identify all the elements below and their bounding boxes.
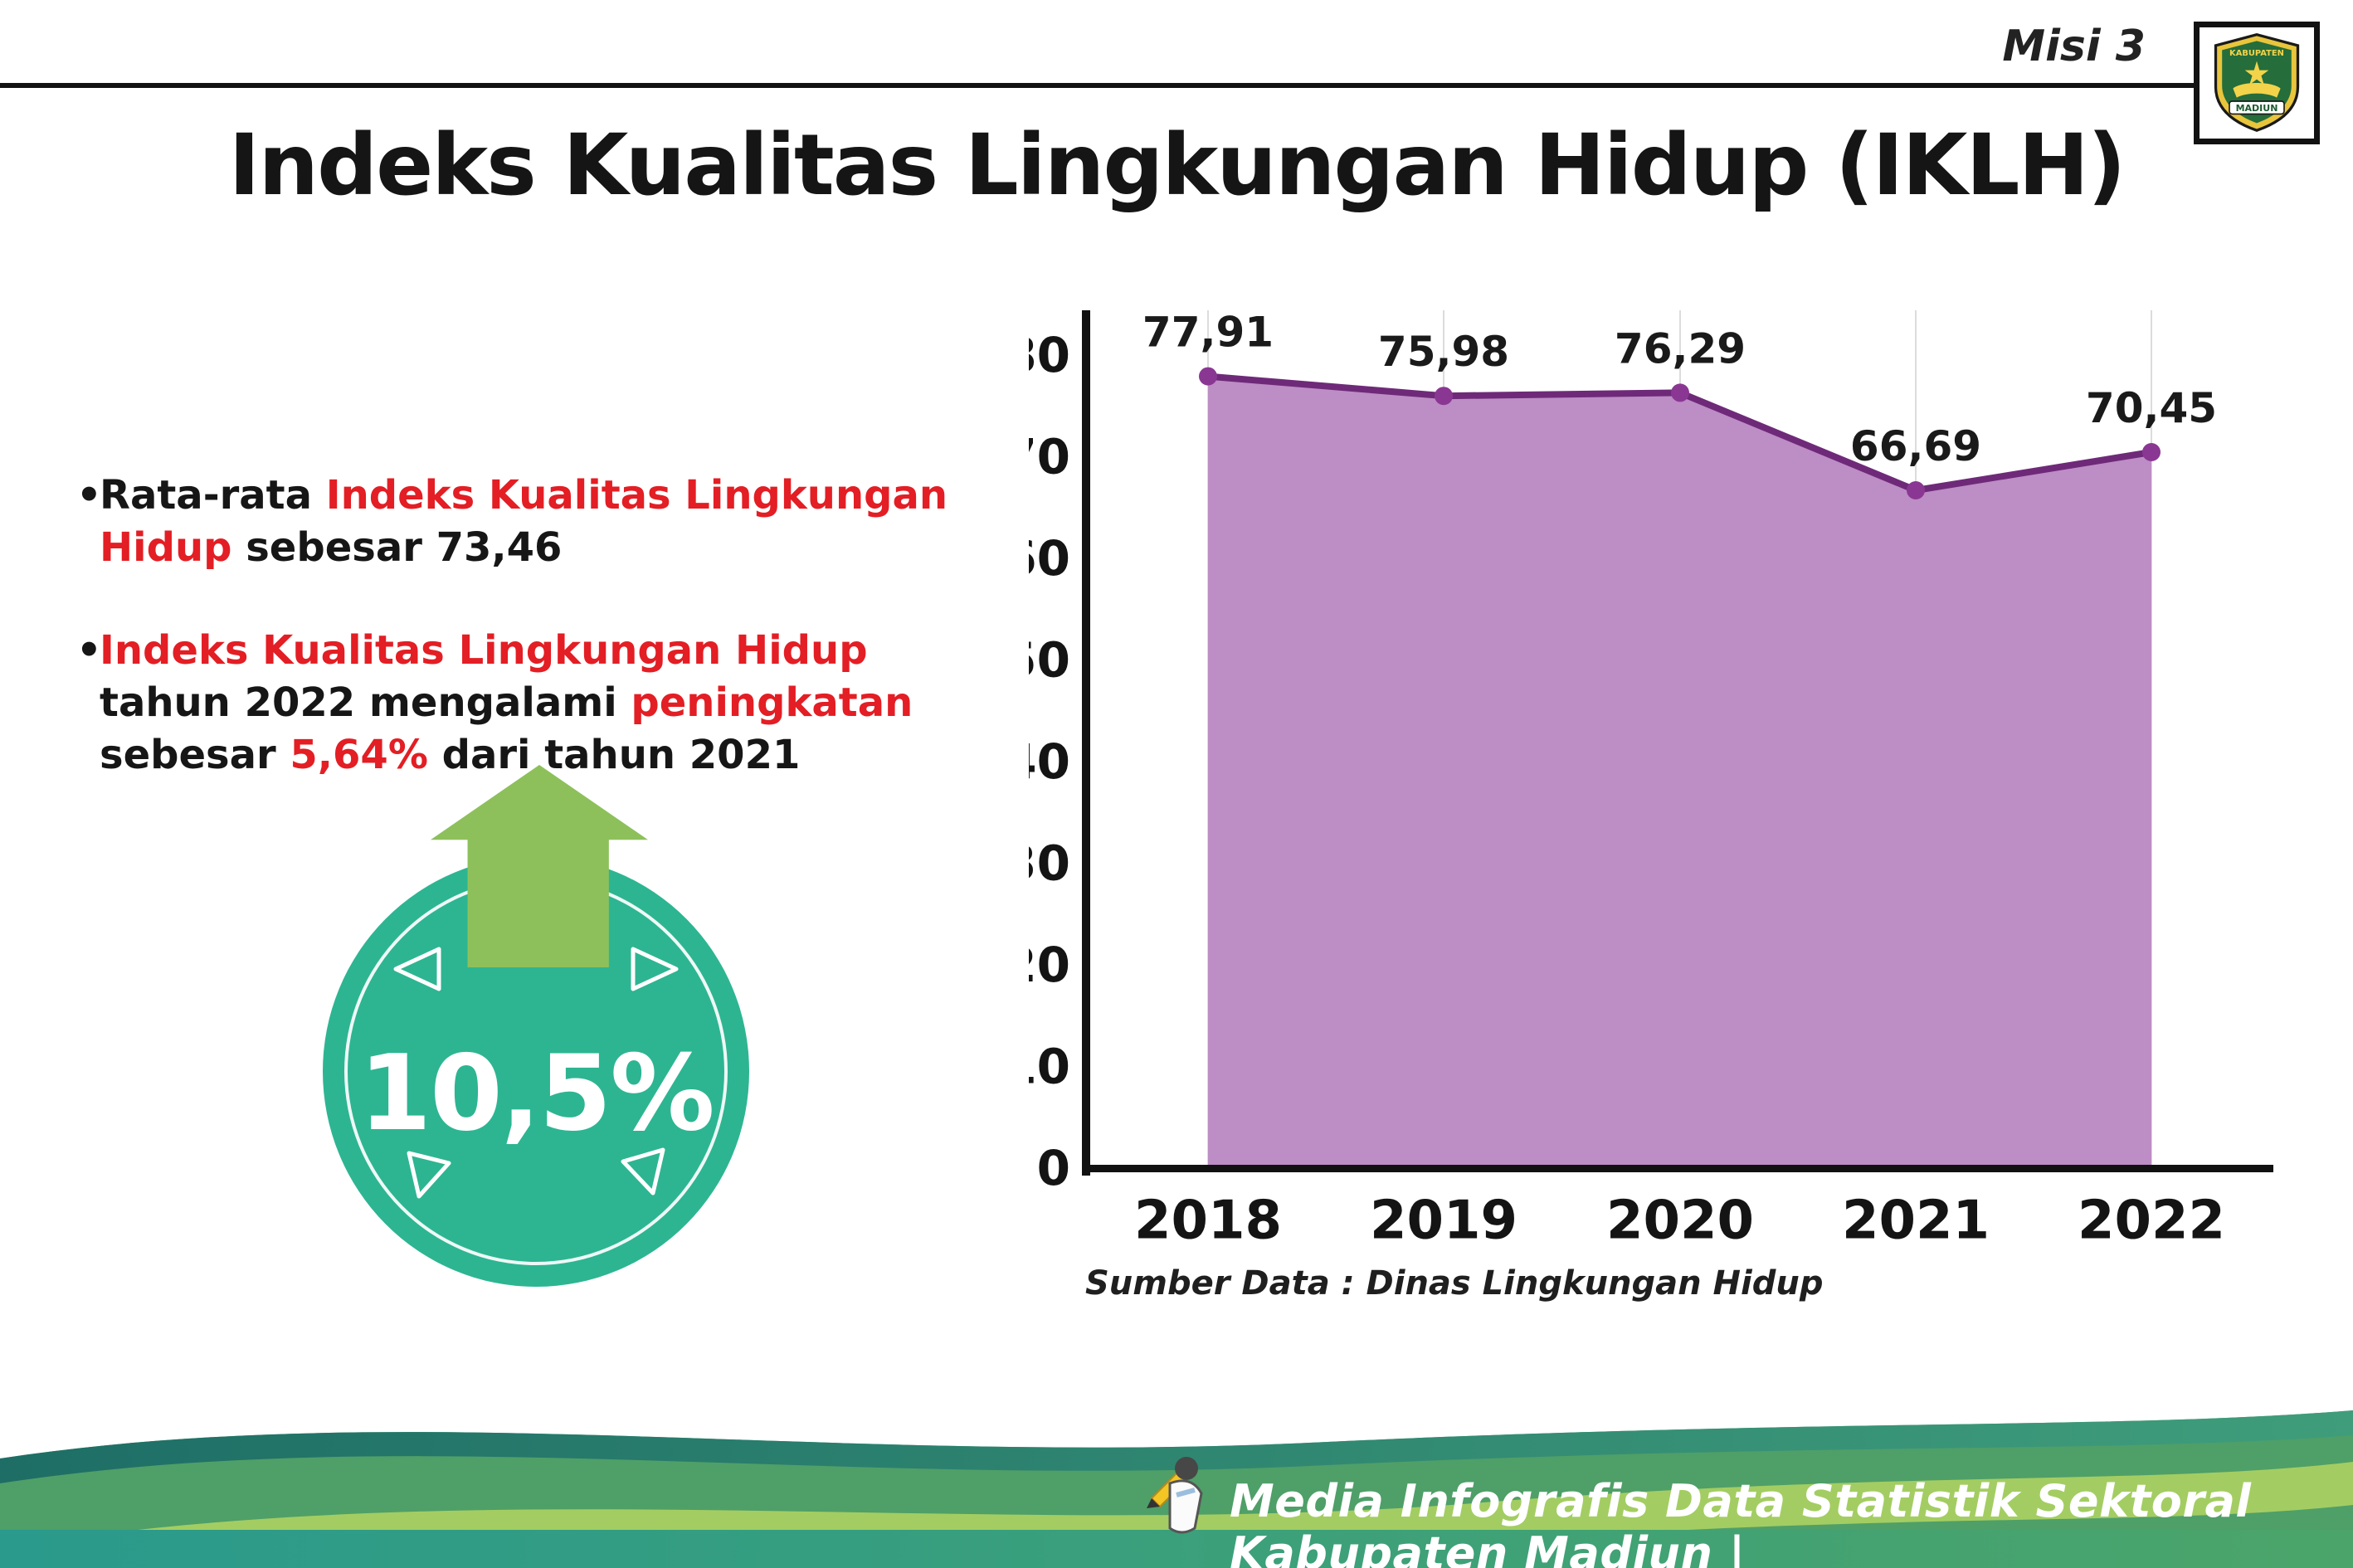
- value-label: 76,29: [1615, 324, 1746, 373]
- page-title: Indeks Kualitas Lingkungan Hidup (IKLH): [228, 116, 2126, 215]
- data-point: [1671, 383, 1689, 402]
- badge-triangle-decorations: [393, 947, 679, 1199]
- area-fill: [1208, 376, 2151, 1166]
- footer-credit: Media Infografis Data Statistik Sektoral…: [1230, 1475, 2252, 1568]
- data-point: [1199, 367, 1217, 386]
- data-point: [1435, 387, 1453, 406]
- logo-bottom-text: MADIUN: [2236, 103, 2278, 114]
- triangle-decoration: [407, 1151, 451, 1199]
- y-tick-label: 30: [1029, 835, 1070, 892]
- footer-wave-teal: [0, 1410, 2353, 1483]
- x-tick-label: 2020: [1606, 1190, 1754, 1251]
- bullet-marker: •: [76, 472, 102, 519]
- increase-percentage: 10,5%: [358, 1032, 714, 1154]
- bullet-text-segment: 5,64%: [290, 732, 428, 779]
- bullet-text-segment: peningkatan: [631, 679, 913, 727]
- y-tick-label: 60: [1029, 530, 1070, 587]
- bullet-text-segment: Indeks Kualitas Lingkungan Hidup: [100, 472, 948, 572]
- bullet-text-segment: tahun 2022 mengalami: [100, 679, 631, 727]
- y-tick-label: 50: [1029, 632, 1070, 689]
- data-point: [1907, 481, 1925, 499]
- y-tick-label: 10: [1029, 1039, 1070, 1095]
- bullet-text-segment: Rata-rata: [100, 472, 326, 519]
- iklh-area-chart: 77,91 75,98 76,29 66,69 70,45 0 10 20 30 40 50 60 70…: [1029, 299, 2323, 1344]
- value-label: 77,91: [1142, 309, 1274, 357]
- misi-label: Misi 3: [2002, 22, 2146, 71]
- bullet-text-segment: dari tahun 2021: [427, 732, 801, 779]
- bullet-text-segment: Indeks Kualitas Lingkungan Hidup: [100, 626, 868, 674]
- bullet-text-segment: sebesar 73,46: [231, 524, 563, 572]
- bullet-text: Indeks Kualitas Lingkungan Hidup tahun 2…: [100, 627, 913, 779]
- bullet-item-average: • Rata-rata Indeks Kualitas Lingkungan Hi…: [76, 470, 972, 575]
- value-label: 75,98: [1378, 328, 1509, 376]
- increase-badge: 10,5%: [323, 856, 749, 1287]
- kabupaten-madiun-emblem-icon: KABUPATEN MADIUN: [2214, 32, 2300, 132]
- mascot-icon: [1147, 1457, 1203, 1534]
- y-tick-label: 0: [1037, 1140, 1070, 1196]
- triangle-decoration: [631, 947, 679, 991]
- bullet-text-segment: sebesar: [100, 732, 290, 779]
- data-point: [2142, 443, 2161, 461]
- x-tick-label: 2021: [1842, 1190, 1990, 1251]
- kabupaten-madiun-logo: KABUPATEN MADIUN: [2194, 22, 2320, 144]
- bullet-marker: •: [76, 626, 102, 674]
- x-tick-label: 2018: [1134, 1190, 1282, 1251]
- y-tick-label: 40: [1029, 733, 1070, 790]
- bullet-item-increase: • Indeks Kualitas Lingkungan Hidup tahun …: [76, 625, 972, 782]
- bullet-text: Rata-rata Indeks Kualitas Lingkungan Hid…: [100, 472, 948, 571]
- value-label: 66,69: [1850, 422, 1981, 470]
- value-label: 70,45: [2086, 384, 2217, 432]
- triangle-decoration: [621, 1147, 665, 1195]
- y-tick-label: 20: [1029, 937, 1070, 993]
- triangle-decoration: [393, 947, 441, 991]
- x-axis: [1082, 1165, 2273, 1172]
- logo-top-text: KABUPATEN: [2229, 49, 2284, 58]
- chart-canvas: 77,91 75,98 76,29 66,69 70,45 0 10 20 30 40 50 60 70…: [1029, 309, 2273, 1251]
- y-tick-label: 70: [1029, 429, 1070, 485]
- source-note: Sumber Data : Dinas Lingkungan Hidup: [1085, 1264, 1824, 1303]
- summary-bullets: • Rata-rata Indeks Kualitas Lingkungan Hi…: [76, 470, 972, 832]
- y-axis: [1082, 310, 1090, 1176]
- x-tick-label: 2019: [1370, 1190, 1518, 1251]
- header-divider: [0, 83, 2195, 88]
- footer-strip: [0, 1530, 2353, 1568]
- x-tick-label: 2022: [2078, 1190, 2225, 1251]
- y-tick-label: 80: [1029, 327, 1070, 383]
